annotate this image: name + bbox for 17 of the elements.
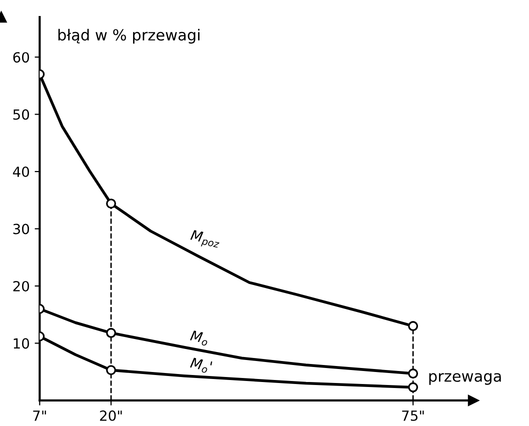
y-tick-label: 60 bbox=[13, 52, 30, 63]
y-tick-label: 10 bbox=[14, 338, 30, 349]
point bbox=[408, 368, 418, 379]
y-tick-label: 40 bbox=[12, 166, 30, 178]
y-axis-title: błąd w % przewagi bbox=[58, 28, 200, 44]
text: M$_{o}$' bbox=[189, 357, 212, 374]
y-tick-label: 30 bbox=[13, 224, 30, 234]
y-tick-label: 50 bbox=[13, 109, 30, 120]
x-axis-title: przewaga bbox=[429, 373, 501, 385]
x-tick-label: 7" bbox=[33, 410, 46, 421]
text: M$_{poz}$ bbox=[189, 230, 221, 250]
point bbox=[408, 382, 418, 392]
x-tick-label: 75" bbox=[402, 410, 424, 421]
point bbox=[408, 321, 418, 332]
x-tick-label: 20" bbox=[100, 410, 122, 421]
y-tick-label: 20 bbox=[13, 280, 30, 292]
text: M$_{o}$ bbox=[189, 330, 209, 346]
